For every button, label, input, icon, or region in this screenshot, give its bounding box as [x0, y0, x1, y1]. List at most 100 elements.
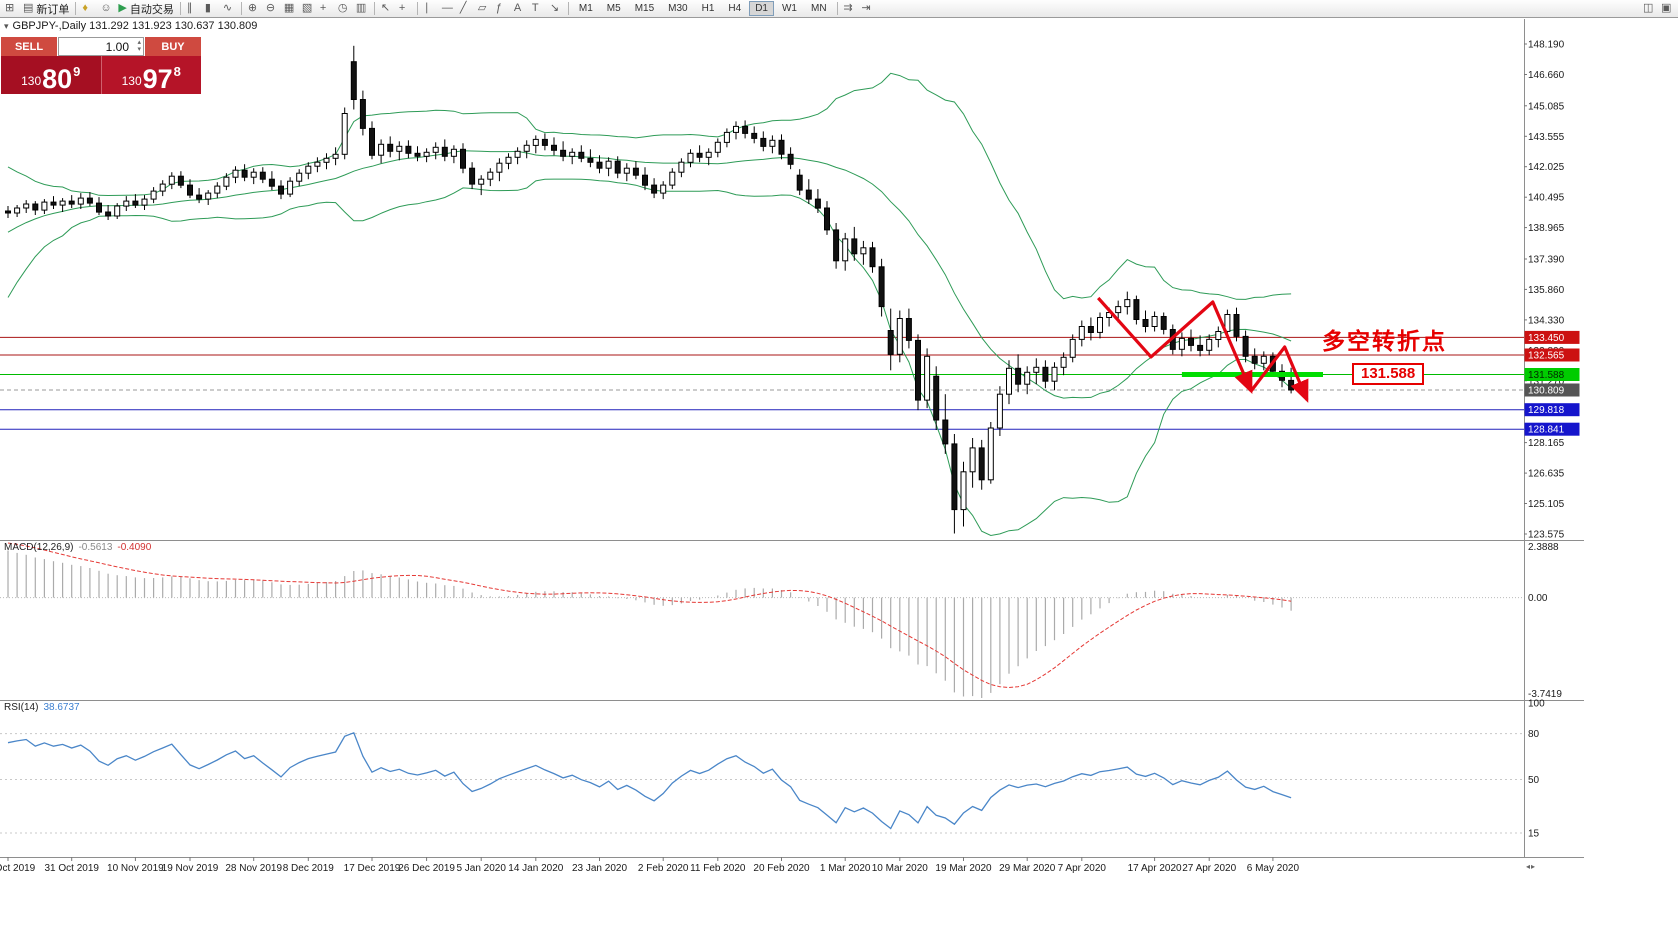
- date-axis-label: 10 Mar 2020: [872, 863, 929, 874]
- help-icon: ▣: [1661, 2, 1672, 14]
- candle-body: [623, 167, 630, 174]
- candle-body: [505, 156, 512, 164]
- zoom-in-button[interactable]: ⊕: [245, 1, 263, 17]
- price-axis-label: 140.495: [1528, 193, 1565, 204]
- candle-body: [942, 419, 949, 445]
- volume-spinner[interactable]: ▴ ▾: [137, 39, 141, 53]
- templates-button[interactable]: ▥: [353, 1, 371, 17]
- spinner-down-icon[interactable]: ▾: [137, 46, 141, 53]
- new-order-icon: ▤: [23, 2, 34, 14]
- auto-scroll-icon: ⇉: [843, 2, 853, 14]
- help-button[interactable]: ▣: [1658, 1, 1676, 17]
- price-axis-label: 135.860: [1528, 285, 1565, 296]
- new-order-button[interactable]: ▤ 新订单: [20, 1, 72, 17]
- candles-view-button[interactable]: ▮: [202, 1, 220, 17]
- price-axis-label: 138.965: [1528, 223, 1565, 234]
- new-chart-button[interactable]: ⊞: [2, 1, 20, 17]
- oneclick-toggle-icon[interactable]: ▾: [4, 20, 9, 31]
- candle-body: [578, 151, 585, 159]
- timeframe-m1[interactable]: M1: [573, 1, 599, 16]
- auto-scroll-button[interactable]: ⇉: [841, 1, 859, 17]
- candles-layer: [5, 45, 1295, 534]
- buy-price[interactable]: 130 97 8: [100, 56, 201, 94]
- alerts-button[interactable]: ♦: [79, 1, 97, 17]
- sell-price-figure: 130: [21, 74, 42, 88]
- candle-body: [23, 203, 30, 209]
- bollinger-upper: [7, 72, 1292, 300]
- line-view-button[interactable]: ∿: [220, 1, 238, 17]
- zoom-out-button[interactable]: ⊖: [263, 1, 281, 17]
- candle-body: [387, 143, 394, 152]
- text-label-button[interactable]: T: [529, 1, 547, 17]
- timeframe-d1[interactable]: D1: [749, 1, 774, 16]
- sell-button[interactable]: SELL: [1, 37, 57, 56]
- volume-field[interactable]: ▴▾: [58, 37, 144, 56]
- price-tag-value: 130.809: [1528, 386, 1565, 397]
- date-axis-label: 1 Mar 2020: [820, 863, 871, 874]
- buy-button[interactable]: BUY: [145, 37, 201, 56]
- candle-body: [596, 161, 603, 169]
- cascade-windows-button[interactable]: ▧: [299, 1, 317, 17]
- candle-body: [614, 160, 621, 174]
- trend-arrow[interactable]: [1249, 345, 1309, 403]
- rsi-indicator-title: RSI(14) 38.6737: [4, 702, 80, 713]
- candle-body: [1042, 366, 1049, 382]
- toolbar-separator: [836, 2, 838, 15]
- candle-body: [332, 153, 339, 159]
- timeframe-mn[interactable]: MN: [805, 1, 833, 16]
- trend-arrow[interactable]: [1097, 296, 1253, 394]
- arrows-tool-button[interactable]: ↘: [547, 1, 565, 17]
- dock-windows-button[interactable]: ◫: [1640, 1, 1658, 17]
- periods-button[interactable]: ◷: [335, 1, 353, 17]
- price-tag-value: 128.841: [1528, 425, 1565, 436]
- price-axis-label: 125.105: [1528, 499, 1565, 510]
- date-axis-label: 17 Apr 2020: [1128, 863, 1182, 874]
- candle-body: [1160, 316, 1167, 330]
- vertical-line-button[interactable]: ∣: [421, 1, 439, 17]
- candle-body: [68, 200, 75, 205]
- candle-body: [414, 152, 421, 157]
- text-button[interactable]: A: [511, 1, 529, 17]
- candle-body: [587, 157, 594, 163]
- fibonacci-button[interactable]: ƒ: [493, 1, 511, 17]
- price-axis-label: 126.635: [1528, 469, 1565, 480]
- timeframe-h4[interactable]: H4: [722, 1, 747, 16]
- date-axis-label: 19 Nov 2019: [162, 863, 219, 874]
- chart-shift-button[interactable]: ⇥: [859, 1, 877, 17]
- price-axis-label: 143.555: [1528, 132, 1565, 143]
- dock-windows-icon: ◫: [1643, 2, 1654, 14]
- horizontal-line-button[interactable]: ―: [439, 1, 457, 17]
- timeframe-w1[interactable]: W1: [776, 1, 803, 16]
- candle-body: [814, 198, 821, 209]
- autotrade-button[interactable]: ▶ 自动交易: [115, 1, 176, 17]
- timeframe-m30[interactable]: M30: [662, 1, 693, 16]
- cursor-button[interactable]: ↖: [378, 1, 396, 17]
- spinner-up-icon[interactable]: ▴: [137, 39, 141, 46]
- bars-view-button[interactable]: ∥: [184, 1, 202, 17]
- tile-windows-button[interactable]: ▦: [281, 1, 299, 17]
- candle-body: [1224, 314, 1231, 332]
- candle-body: [532, 138, 539, 146]
- indicators-button[interactable]: +: [317, 1, 335, 17]
- community-button[interactable]: ☺: [97, 1, 115, 17]
- volume-input[interactable]: [59, 39, 129, 54]
- autotrade-label: 自动交易: [129, 3, 174, 16]
- price-tag: [1524, 383, 1580, 397]
- sell-price[interactable]: 130 80 9: [1, 56, 101, 94]
- crosshair-icon: +: [398, 2, 406, 14]
- date-axis-label: 11 Feb 2020: [690, 863, 746, 874]
- timeframe-m15[interactable]: M15: [629, 1, 660, 16]
- candle-body: [523, 144, 530, 152]
- candle-body: [405, 145, 412, 154]
- equidistant-channel-button[interactable]: ▱: [475, 1, 493, 17]
- candle-body: [514, 150, 521, 158]
- timeframe-h1[interactable]: H1: [696, 1, 721, 16]
- crosshair-button[interactable]: +: [396, 1, 414, 17]
- candle-body: [1251, 355, 1258, 364]
- timeframe-m5[interactable]: M5: [601, 1, 627, 16]
- time-axis-scroll-icons[interactable]: ◂▸: [1526, 862, 1537, 871]
- price-axis-label: 134.330: [1528, 315, 1565, 326]
- candle-body: [851, 238, 858, 255]
- trendline-button[interactable]: ╱: [457, 1, 475, 17]
